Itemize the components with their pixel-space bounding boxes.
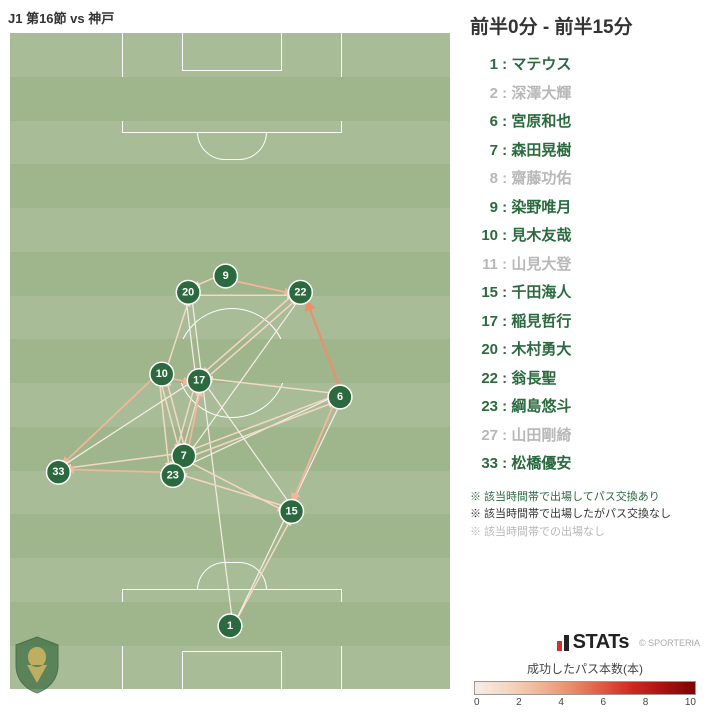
colorbar-ticks: 0246810 <box>474 697 696 708</box>
svg-text:23: 23 <box>167 469 179 481</box>
legend-line-on: ※ 該当時間帯で出場してパス交換あり <box>470 489 700 507</box>
player-row: 15 : 千田海人 <box>470 279 700 308</box>
pitch: 1 6 7 9 10 15 17 20 22 23 33 <box>8 31 452 691</box>
legend-line-off: ※ 該当時間帯での出場なし <box>470 524 700 542</box>
copyright: © SPORTERIA <box>639 638 700 648</box>
player-row: 33 : 松橋優安 <box>470 450 700 479</box>
team-logo <box>12 635 62 695</box>
player-row: 6 : 宮原和也 <box>470 108 700 137</box>
colorbar-label: 成功したパス本数(本) <box>470 660 700 677</box>
player-row: 9 : 染野唯月 <box>470 194 700 223</box>
legend-line-dim: ※ 該当時間帯で出場したがパス交換なし <box>470 506 700 524</box>
player-row: 7 : 森田晃樹 <box>470 137 700 166</box>
sidebar: 前半0分 - 前半15分 1 : マテウス2 : 深澤大輝6 : 宮原和也7 :… <box>460 0 710 720</box>
svg-text:6: 6 <box>337 391 343 403</box>
time-range-title: 前半0分 - 前半15分 <box>470 12 700 39</box>
svg-text:15: 15 <box>286 505 298 517</box>
svg-text:7: 7 <box>181 450 187 462</box>
pass-network: 1 6 7 9 10 15 17 20 22 23 33 <box>10 33 450 689</box>
player-row: 1 : マテウス <box>470 51 700 80</box>
svg-text:20: 20 <box>182 286 194 298</box>
player-row: 17 : 稲見哲行 <box>470 308 700 337</box>
svg-text:10: 10 <box>156 368 168 380</box>
player-row: 11 : 山見大登 <box>470 251 700 280</box>
player-row: 27 : 山田剛綺 <box>470 422 700 451</box>
player-row: 22 : 翁長聖 <box>470 365 700 394</box>
svg-text:22: 22 <box>294 286 306 298</box>
svg-text:17: 17 <box>193 375 205 387</box>
player-row: 8 : 齋藤功佑 <box>470 165 700 194</box>
svg-text:33: 33 <box>52 466 64 478</box>
svg-text:9: 9 <box>223 270 229 282</box>
player-row: 2 : 深澤大輝 <box>470 80 700 109</box>
player-row: 20 : 木村勇大 <box>470 336 700 365</box>
colorbar <box>474 681 696 695</box>
player-row: 10 : 見木友哉 <box>470 222 700 251</box>
svg-text:1: 1 <box>227 620 233 632</box>
legend: ※ 該当時間帯で出場してパス交換あり ※ 該当時間帯で出場したがパス交換なし ※… <box>470 489 700 542</box>
pitch-panel: J1 第16節 vs 神戸 1 6 7 9 10 15 17 20 22 23 33 <box>0 0 460 720</box>
match-title: J1 第16節 vs 神戸 <box>8 8 452 27</box>
stats-text: STATs <box>573 631 629 654</box>
player-row: 23 : 綱島悠斗 <box>470 393 700 422</box>
stats-brand: STATs © SPORTERIA <box>470 631 700 654</box>
player-list: 1 : マテウス2 : 深澤大輝6 : 宮原和也7 : 森田晃樹8 : 齋藤功佑… <box>470 51 700 479</box>
stats-icon <box>557 635 569 651</box>
